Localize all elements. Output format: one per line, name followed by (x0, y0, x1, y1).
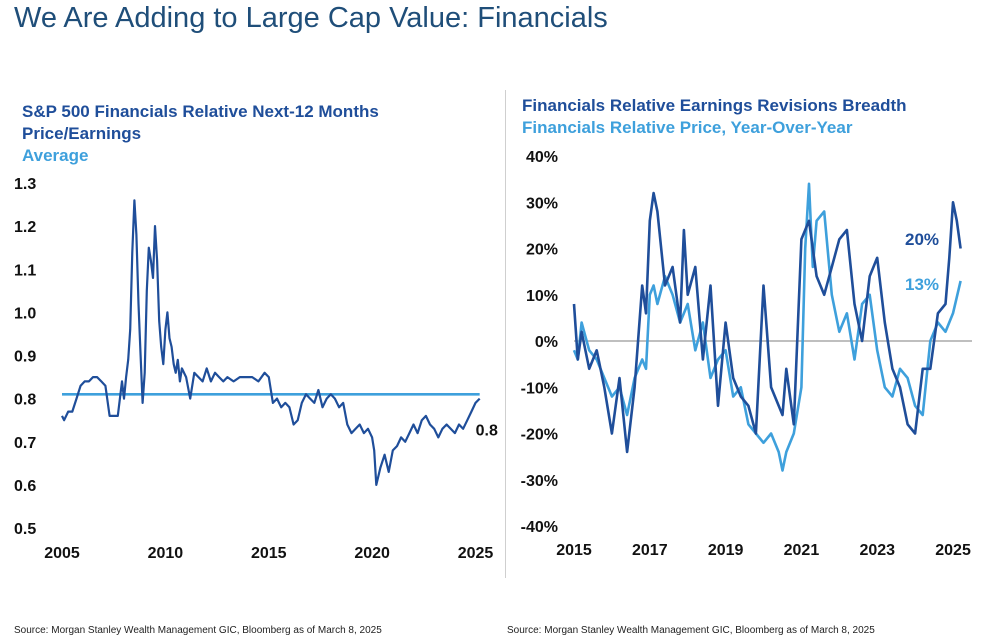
right-x-tick-label: 2025 (935, 542, 971, 559)
right-y-tick-label: 20% (526, 242, 558, 259)
left-y-tick-label: 0.6 (14, 478, 36, 495)
right-x-tick-label: 2019 (708, 542, 744, 559)
right-x-tick-label: 2023 (859, 542, 895, 559)
right-chart-revisions-breadth: 40% 30% 20% 10% 0% -10% -20% -30% -40% 2015 2017 20… (521, 149, 972, 559)
left-end-value-label: 0.8 (476, 423, 498, 440)
left-y-tick-label: 0.9 (14, 349, 36, 366)
left-chart-title-line-1: S&P 500 Financials Relative Next-12 Mont… (22, 102, 379, 121)
left-y-tick-label: 1.2 (14, 219, 36, 236)
right-price-end-label: 13% (905, 275, 939, 294)
right-y-tick-label: -30% (521, 473, 558, 490)
left-chart-source: Source: Morgan Stanley Wealth Management… (14, 625, 382, 636)
right-y-tick-label: -20% (521, 427, 558, 444)
right-y-tick-label: -10% (521, 380, 558, 397)
right-y-tick-label: 40% (526, 149, 558, 166)
right-y-tick-label: 10% (526, 288, 558, 305)
left-y-tick-label: 1.0 (14, 305, 36, 322)
left-chart-financials-pe: 1.3 1.2 1.1 1.0 0.9 0.8 0.7 0.6 0.5 2005 2010 2015 2… (14, 176, 498, 562)
left-x-tick-label: 2005 (44, 545, 80, 562)
left-pe-series-line (61, 199, 481, 486)
left-x-tick-label: 2020 (354, 545, 390, 562)
right-chart-title-line-1: Financials Relative Earnings Revisions B… (522, 96, 907, 115)
right-y-tick-label: -40% (521, 519, 558, 536)
right-x-tick-label: 2017 (632, 542, 668, 559)
panel-divider (505, 90, 506, 578)
left-y-tick-label: 1.1 (14, 262, 36, 279)
right-y-tick-label: 0% (535, 334, 558, 351)
right-x-tick-label: 2015 (556, 542, 592, 559)
left-y-tick-label: 0.8 (14, 392, 36, 409)
left-x-tick-label: 2010 (148, 545, 184, 562)
left-y-tick-label: 1.3 (14, 176, 36, 193)
right-chart-source: Source: Morgan Stanley Wealth Management… (507, 625, 875, 636)
right-x-tick-label: 2021 (784, 542, 820, 559)
right-y-tick-label: 30% (526, 195, 558, 212)
left-x-tick-label: 2025 (458, 545, 494, 562)
left-y-tick-label: 0.5 (14, 521, 36, 538)
left-chart-title-line-2: Price/Earnings (22, 124, 142, 143)
left-y-tick-label: 0.7 (14, 435, 36, 452)
right-price-yoy-line (572, 182, 962, 472)
page-title: We Are Adding to Large Cap Value: Financ… (14, 2, 608, 34)
left-chart-legend-average: Average (22, 146, 89, 165)
right-revisions-end-label: 20% (905, 230, 939, 249)
right-revisions-breadth-line (572, 191, 962, 454)
right-chart-title-line-2: Financials Relative Price, Year-Over-Yea… (522, 118, 853, 137)
left-x-tick-label: 2015 (251, 545, 287, 562)
